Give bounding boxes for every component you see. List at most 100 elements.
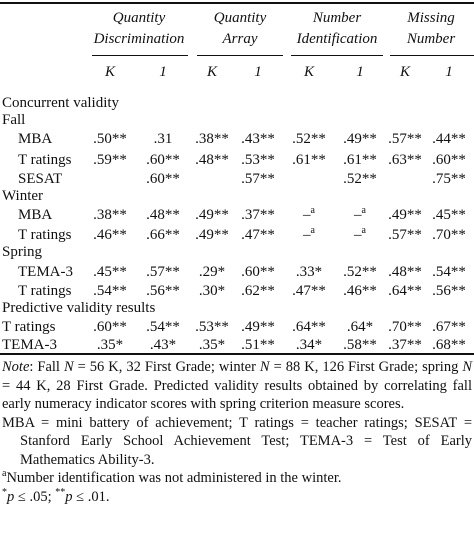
table-cell: .46** <box>343 283 377 299</box>
table-cell: .60** <box>432 152 466 168</box>
note-significance: *p ≤ .05; **p ≤ .01. <box>2 486 110 505</box>
table-cell: .37** <box>241 207 275 223</box>
group-underline-1 <box>92 55 188 56</box>
subheader-1: 1 <box>356 64 364 80</box>
table-cell: .37** <box>388 337 422 353</box>
table-cell: .43** <box>241 131 275 147</box>
subheader-k: K <box>206 64 217 80</box>
table-cell: .70** <box>432 227 466 243</box>
table-cell: .53** <box>241 152 275 168</box>
group-header-number-identification: Number Identification <box>296 10 378 47</box>
table-cell: .45** <box>432 207 466 223</box>
table-cell: .29* <box>198 264 226 280</box>
group-header-missing-number: Missing Number <box>406 10 456 47</box>
table-cell: .57** <box>388 227 422 243</box>
table-cell: .67** <box>432 319 466 335</box>
table-cell: .49** <box>195 207 229 223</box>
row-label: SESAT <box>18 171 63 187</box>
table-cell: .49** <box>343 131 377 147</box>
table-cell: .38** <box>195 131 229 147</box>
table-cell: .59** <box>93 152 127 168</box>
table-cell: .57** <box>388 131 422 147</box>
row-label: T ratings <box>2 319 56 335</box>
section-concurrent-validity: Concurrent validity <box>2 95 120 111</box>
subheader-1: 1 <box>159 64 167 80</box>
table-cell: .60** <box>146 171 180 187</box>
table-cell: –a <box>354 205 366 224</box>
table-cell: .45** <box>93 264 127 280</box>
table-cell: .51** <box>241 337 275 353</box>
table-cell: .46** <box>93 227 127 243</box>
table-cell: .54** <box>432 264 466 280</box>
table-notes: Note: Fall N = 56 K, 32 First Grade; win… <box>2 358 472 506</box>
table-cell: .64** <box>388 283 422 299</box>
table-cell: .52** <box>343 264 377 280</box>
table-cell: .64** <box>292 319 326 335</box>
table-cell: .48** <box>388 264 422 280</box>
table-cell: .52** <box>343 171 377 187</box>
subheader-k: K <box>104 64 115 80</box>
table-cell: .38** <box>93 207 127 223</box>
table-cell: .47** <box>241 227 275 243</box>
table-cell: .48** <box>146 207 180 223</box>
table-cell: .60** <box>146 152 180 168</box>
table-cell: .57** <box>241 171 275 187</box>
table-cell: .60** <box>241 264 275 280</box>
table-cell: .70** <box>388 319 422 335</box>
bottom-rule <box>0 353 474 355</box>
top-rule <box>0 2 474 4</box>
table-cell: .66** <box>146 227 180 243</box>
table-cell: –a <box>303 225 315 244</box>
table-cell: .64* <box>346 319 374 335</box>
row-label: MBA <box>18 207 53 223</box>
group-header-quantity-discrimination: Quantity Discrimination <box>93 10 185 47</box>
row-label: TEMA-3 <box>18 264 73 280</box>
table-cell: .47** <box>292 283 326 299</box>
table-cell: .61** <box>292 152 326 168</box>
row-label: T ratings <box>18 152 72 168</box>
table-cell: .50** <box>93 131 127 147</box>
table-cell: .35* <box>96 337 124 353</box>
table-cell: .43* <box>149 337 177 353</box>
table-cell: .56** <box>432 283 466 299</box>
table-cell: .58** <box>343 337 377 353</box>
section-fall: Fall <box>2 112 26 128</box>
row-label: T ratings <box>18 283 72 299</box>
table-cell: .56** <box>146 283 180 299</box>
table-cell: .49** <box>388 207 422 223</box>
table-cell: .30* <box>198 283 226 299</box>
table-cell: .75** <box>432 171 466 187</box>
group-underline-4 <box>390 55 474 56</box>
group-underline-3 <box>291 55 383 56</box>
footnote-a: aNumber identification was not administe… <box>2 468 342 486</box>
section-predictive-validity: Predictive validity results <box>2 300 156 316</box>
row-label: MBA <box>18 131 53 147</box>
group-header-quantity-array: Quantity Array <box>213 10 267 47</box>
table-cell: .53** <box>195 319 229 335</box>
table-cell: .49** <box>195 227 229 243</box>
table-cell: .48** <box>195 152 229 168</box>
table-cell: .35* <box>198 337 226 353</box>
subheader-k: K <box>303 64 314 80</box>
table-cell: .34* <box>295 337 323 353</box>
section-winter: Winter <box>2 188 44 204</box>
table-cell: .68** <box>432 337 466 353</box>
table-cell: .52** <box>292 131 326 147</box>
subheader-1: 1 <box>445 64 453 80</box>
row-label: T ratings <box>18 227 72 243</box>
note-sample-sizes: Note: Fall N = 56 K, 32 First Grade; win… <box>2 359 472 412</box>
subheader-1: 1 <box>254 64 262 80</box>
note-abbreviations: MBA = mini battery of achievement; T rat… <box>2 414 472 468</box>
table-cell: .54** <box>93 283 127 299</box>
table-cell: .33* <box>295 264 323 280</box>
section-spring: Spring <box>2 244 43 260</box>
table-cell: .61** <box>343 152 377 168</box>
table-cell: .44** <box>432 131 466 147</box>
table-cell: .60** <box>93 319 127 335</box>
table-cell: .31 <box>153 131 173 147</box>
table-cell: .63** <box>388 152 422 168</box>
table-cell: .62** <box>241 283 275 299</box>
subheader-k: K <box>399 64 410 80</box>
table-cell: –a <box>303 205 315 224</box>
